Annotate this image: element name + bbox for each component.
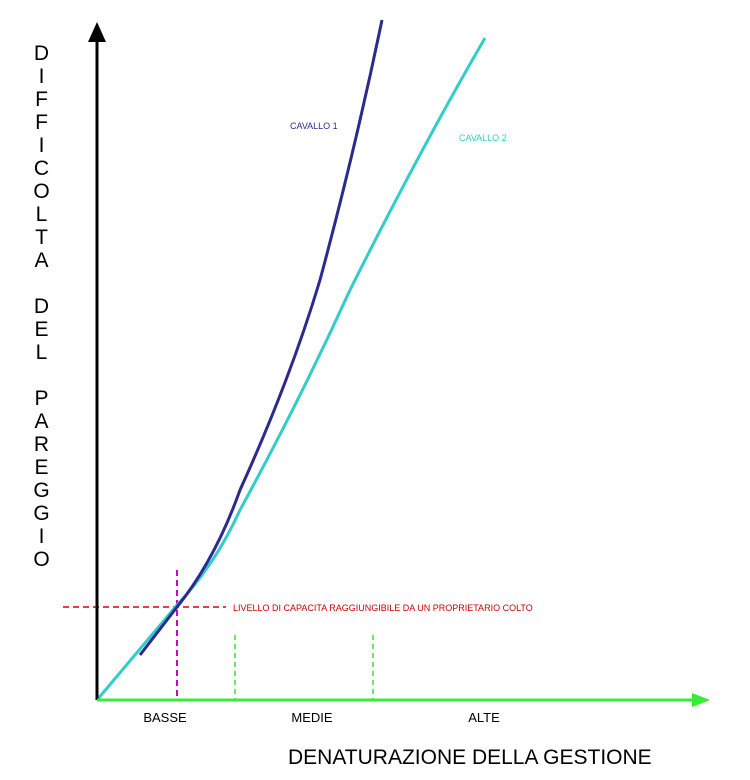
x-category-label: ALTE	[468, 710, 500, 725]
y-axis-arrow	[88, 22, 106, 42]
x-category-label: BASSE	[143, 710, 187, 725]
threshold-label: LIVELLO DI CAPACITA RAGGIUNGIBILE DA UN …	[233, 603, 533, 613]
y-axis-title: DIFFICOLTA DEL PAREGGIO	[30, 42, 53, 571]
x-axis-title: DENATURAZIONE DELLA GESTIONE	[288, 746, 652, 769]
series-label: CAVALLO 2	[459, 133, 507, 143]
curve-cavallo-1	[138, 19, 384, 656]
curve-cavallo-2	[95, 37, 487, 701]
series-label: CAVALLO 1	[290, 121, 338, 131]
x-axis-arrow	[692, 693, 710, 707]
x-category-label: MEDIE	[291, 710, 333, 725]
